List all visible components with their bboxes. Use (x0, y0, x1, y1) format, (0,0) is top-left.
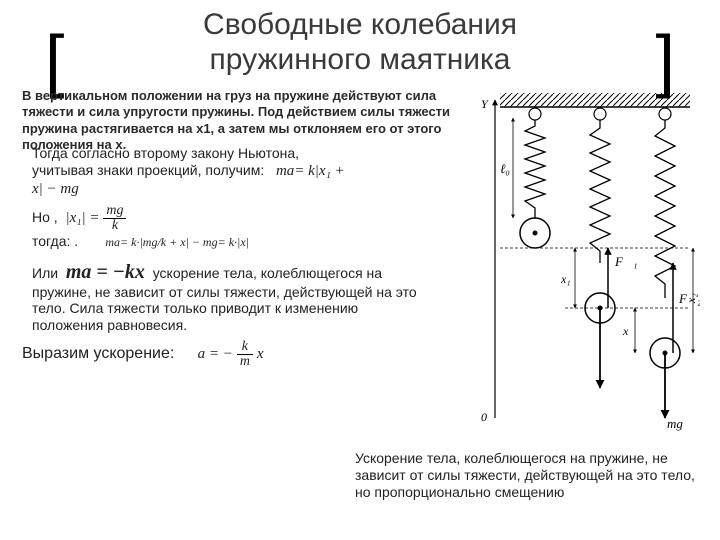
eq5-rhs: x (257, 346, 264, 362)
equation-3: ma= k·|mg/k + x| − mg= k·|x| (105, 235, 249, 249)
eq5-fraction: k m (237, 340, 253, 369)
l0-label: ℓ₀ (500, 161, 510, 176)
eq2-lhs: |x₁| = (65, 210, 99, 226)
page-title: Свободные колебания пружинного маятника (203, 8, 517, 77)
intro-paragraph: В вертикальном положении на груз на пруж… (22, 88, 472, 153)
or-block: Или ma = −kx ускорение тела, колеблющего… (22, 260, 432, 334)
eq2-fraction: mg k (103, 204, 126, 233)
main-content: В вертикальном положении на груз на пруж… (22, 88, 472, 369)
x1-label: x₁ (560, 272, 571, 286)
title-area: [ Свободные колебания пружинного маятник… (0, 0, 720, 77)
acceleration-block: Выразим ускорение: a = − k m x (22, 340, 472, 369)
zero-label: 0 (481, 410, 487, 424)
eq5-lhs: a = − (198, 346, 233, 362)
y-axis-label: Y (481, 97, 489, 111)
spring-diagram: Y 0 F⃗₁ F⃗₂ mg⃗ ℓ₀ x₁ x x₂ (475, 88, 700, 433)
equation-4: ma = −kx (66, 261, 145, 283)
mg-label: mg⃗ (667, 416, 693, 431)
title-line1: Свободные колебания (203, 8, 517, 41)
f1-label: F⃗₁ (614, 254, 638, 269)
x2-label: x₂ (684, 294, 698, 305)
x-label: x (622, 324, 629, 338)
newton-law-paragraph: Тогда согласно второму закону Ньютона, у… (22, 145, 352, 198)
but-then-block: Но , |x₁| = mg k тогда: . ma= k·|mg/k + … (22, 204, 472, 250)
title-line2: пружинного маятника (210, 43, 511, 76)
conclusion-paragraph: Ускорение тела, колеблющегося на пружине… (355, 450, 695, 500)
